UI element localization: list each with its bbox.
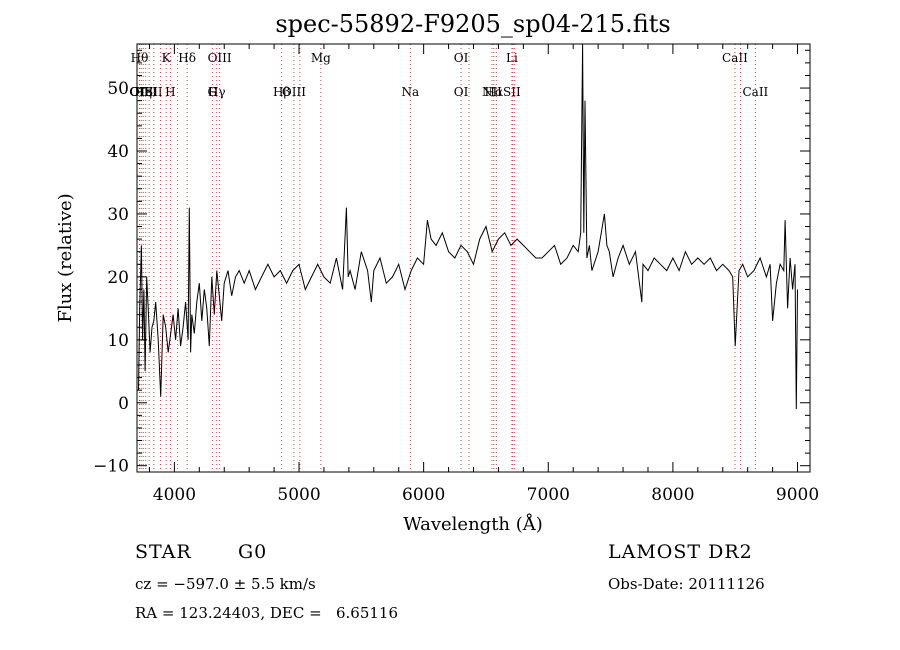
marker-label-top-19: OI [454, 51, 469, 65]
plot-frame [136, 43, 811, 473]
survey-name: LAMOST DR2 [608, 541, 753, 563]
x-tick-label: 5000 [277, 485, 320, 505]
marker-label-bottom-18: Na [401, 85, 419, 99]
marker-label-top-10: Hδ [178, 51, 196, 65]
marker-label-bottom-8: H [165, 85, 175, 99]
coordinates: RA = 123.24403, DEC = 6.65116 [135, 604, 399, 622]
marker-label-top-27: CaII [722, 51, 748, 65]
marker-label-bottom-29: CaII [742, 85, 768, 99]
x-axis-label: Wavelength (Å) [403, 513, 543, 535]
marker-label-bottom-5: SII [145, 85, 163, 99]
y-axis-label: Flux (relative) [55, 193, 76, 322]
marker-label-top-7: K [162, 51, 172, 65]
y-tick-label: 20 [107, 268, 129, 288]
marker-label-bottom-19: OI [454, 85, 469, 99]
y-axis-ticks: −10 0 10 20 30 40 50 [93, 49, 810, 477]
marker-label-bottom-14: Hβ [273, 85, 290, 99]
marker-label-bottom-22: Hα [485, 85, 504, 99]
x-tick-label: 8000 [651, 485, 694, 505]
marker-label-bottom-11: G [207, 85, 217, 99]
marker-label-bottom-12: Hγ [208, 85, 226, 99]
marker-label-top-24: Li [506, 51, 518, 65]
marker-label-bottom-21: NII [482, 85, 502, 99]
observation-date: Obs-Date: 20111126 [608, 575, 765, 593]
x-tick-label: 4000 [153, 485, 196, 505]
x-tick-label: 7000 [527, 485, 570, 505]
y-tick-label: 30 [107, 205, 129, 225]
marker-label-bottom-15: OIII [282, 85, 306, 99]
marker-label-top-17: Mg [311, 51, 331, 65]
redshift-velocity: cz = −597.0 ± 5.5 km/s [135, 575, 316, 593]
y-tick-label: 10 [107, 331, 129, 351]
marker-label-bottom-24: SII [503, 85, 521, 99]
y-tick-label: 40 [107, 142, 129, 162]
object-subclass: G0 [238, 541, 268, 563]
marker-label-top-13: OIII [208, 51, 232, 65]
marker-label-top-0: Hθ [131, 51, 149, 65]
x-axis-ticks: 4000 5000 6000 7000 8000 9000 [148, 44, 819, 505]
marker-label-bottom-1: OIII [129, 85, 153, 99]
chart-title: spec-55892-F9205_sp04-215.fits [275, 10, 670, 38]
object-class: STAR [135, 541, 192, 563]
y-tick-label: 50 [107, 79, 129, 99]
y-tick-label: 0 [118, 394, 129, 414]
y-tick-label: −10 [93, 457, 129, 477]
x-tick-label: 9000 [776, 485, 819, 505]
spectrum-series-line [138, 43, 798, 410]
line-markers: HθOIIOIIIHηHeISIIKHHδGHγOIIIHβOIIIMgNaOI… [129, 44, 769, 472]
x-tick-label: 6000 [402, 485, 445, 505]
